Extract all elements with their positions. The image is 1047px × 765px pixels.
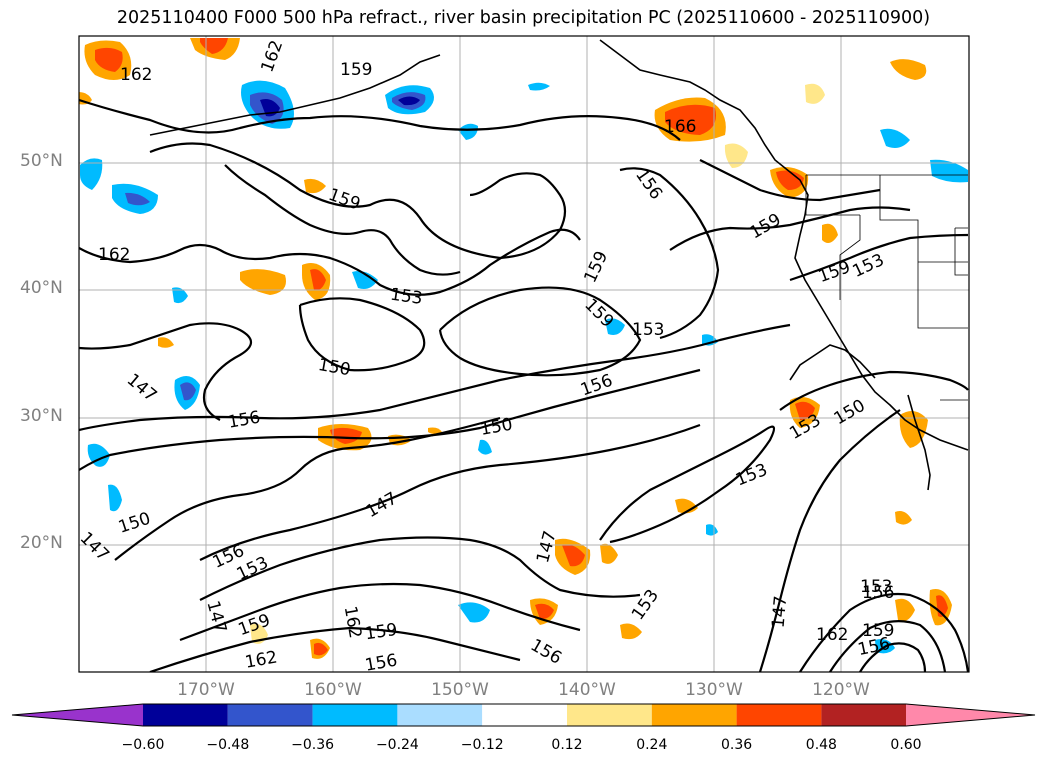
map-area (79, 36, 969, 672)
contour-label: 162 (98, 245, 130, 265)
map-title: 2025110400 F000 500 hPa refract., river … (116, 8, 931, 28)
colorbar-tick-label: −0.60 (121, 737, 165, 753)
contour-label: 159 (326, 185, 363, 215)
contour-label: 159 (340, 60, 372, 80)
lon-label: 150°W (431, 680, 489, 700)
contour-label: 150 (479, 415, 514, 440)
colorbar-segment (482, 704, 567, 726)
refractivity-contours (79, 98, 969, 672)
lon-label: 170°W (177, 680, 235, 700)
precip-shading (79, 38, 968, 659)
contour-label: 162 (244, 647, 279, 672)
contour-label: 150 (116, 509, 153, 538)
coastline (149, 39, 969, 491)
contour-labels: 162 159 162 159 162 156 159 159 159 153 … (76, 38, 895, 676)
contour-label: 147 (76, 528, 113, 565)
contour-label: 159 (816, 257, 853, 287)
lat-label: 40°N (20, 278, 63, 298)
lon-label: 120°W (812, 680, 870, 700)
contour-label: 156 (227, 407, 262, 432)
colorbar-tick-label: 0.60 (890, 737, 922, 753)
lon-label: 130°W (685, 680, 743, 700)
colorbar-tick-label: 0.48 (805, 737, 837, 753)
colorbar-segment (567, 704, 652, 726)
contour-label: 153 (389, 285, 424, 309)
colorbar-tick-label: 0.24 (636, 737, 668, 753)
contour-label: 156 (631, 165, 666, 203)
contour-label: 159 (747, 210, 785, 244)
contour-label: 147 (769, 595, 792, 629)
contour-label: 166 (664, 117, 696, 137)
map-frame (78, 35, 970, 673)
contour-label: 159 (862, 621, 894, 641)
contour-label: 147 (123, 370, 161, 406)
contour-label: 150 (317, 355, 352, 380)
colorbar-segment (397, 704, 483, 726)
colorbar-segment (227, 704, 313, 726)
colorbar-tick-label: −0.12 (460, 737, 504, 753)
colorbar-extend-max (906, 704, 1035, 726)
contour-label: 153 (628, 586, 663, 624)
colorbar-tick-label: −0.24 (375, 737, 419, 753)
colorbar-tick-label: 0.36 (721, 737, 753, 753)
colorbar-tick-label: 0.12 (551, 737, 583, 753)
lon-label: 160°W (304, 680, 362, 700)
colorbar-segment (143, 704, 228, 726)
colorbar-segment (821, 704, 907, 726)
state-borders (805, 174, 968, 401)
contour-label: 159 (580, 248, 612, 286)
colorbar-extend-min (12, 704, 143, 726)
contour-label: 153 (860, 577, 892, 597)
contour-label: 162 (340, 604, 365, 639)
contour-label: 162 (120, 65, 152, 85)
contour-label: 162 (257, 38, 287, 75)
colorbar-tick-label: −0.36 (291, 737, 335, 753)
lon-label: 140°W (558, 680, 616, 700)
contour-label: 147 (533, 529, 561, 566)
colorbar-tick-label: −0.48 (206, 737, 250, 753)
colorbar (11, 703, 1036, 727)
contour-label: 156 (862, 583, 894, 603)
colorbar-segment (736, 704, 822, 726)
contour-label: 156 (578, 371, 615, 401)
lat-label: 30°N (20, 406, 63, 426)
contour-label: 156 (527, 635, 565, 669)
contour-label: 153 (733, 460, 771, 491)
lat-label: 50°N (20, 151, 63, 171)
lat-label: 20°N (20, 533, 63, 553)
contour-label: 153 (632, 320, 664, 340)
contour-label: 159 (364, 620, 399, 644)
contour-label: 162 (816, 625, 848, 645)
colorbar-segment (651, 704, 737, 726)
colorbar-segment (312, 704, 398, 726)
contour-label: 150 (831, 396, 869, 430)
contour-label: 147 (363, 488, 401, 522)
